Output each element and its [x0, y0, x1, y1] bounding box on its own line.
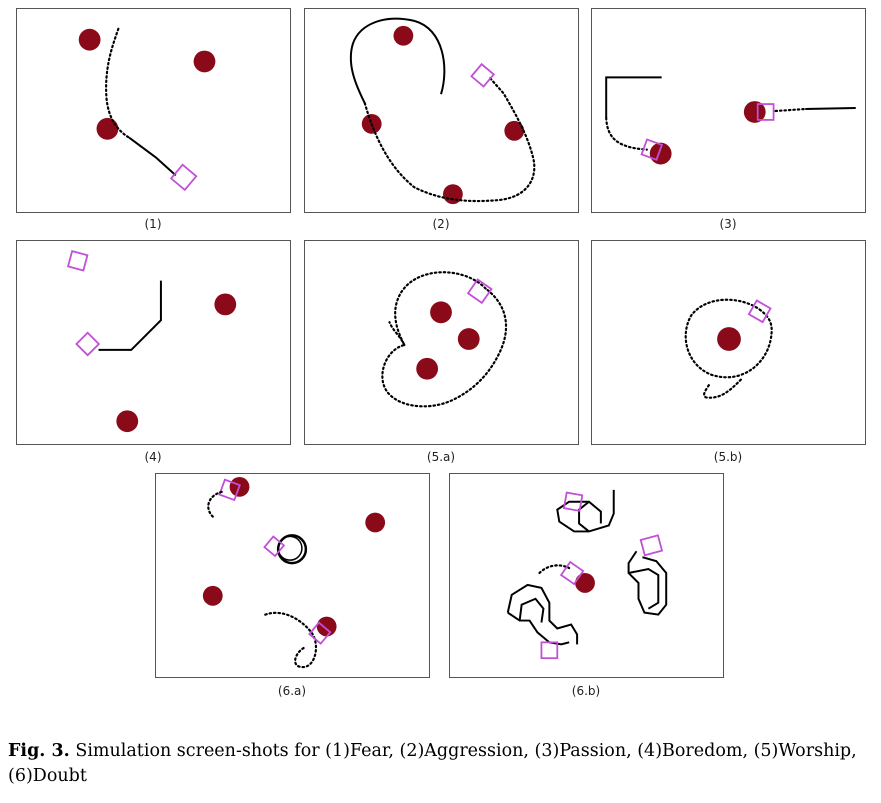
panel-4-boredom	[16, 240, 291, 445]
obstacle	[743, 101, 766, 123]
obstacle	[430, 301, 452, 324]
figure-caption: Fig. 3. Simulation screen-shots for (1)F…	[8, 739, 873, 789]
panel-label: (4)	[144, 450, 162, 464]
obstacle	[416, 357, 439, 380]
agent-trail	[264, 611, 317, 669]
agent-square	[308, 621, 332, 645]
panel-1-fear	[16, 8, 291, 213]
obstacle	[78, 28, 101, 51]
obstacle	[393, 25, 414, 46]
obstacle	[96, 117, 119, 140]
obstacle	[504, 120, 525, 141]
agent-square	[639, 534, 664, 557]
panel-label: (1)	[144, 217, 162, 231]
agent-trail	[277, 535, 303, 561]
agent-trail	[98, 280, 162, 351]
obstacle	[365, 512, 386, 533]
panel-label: (6.a)	[277, 684, 307, 698]
agent-trail	[628, 568, 660, 610]
agent-trail	[556, 489, 615, 533]
agent-square	[466, 278, 493, 305]
panel-label: (2)	[432, 217, 450, 231]
agent-square	[559, 560, 585, 586]
agent-trail	[518, 597, 545, 623]
agent-trail	[349, 17, 446, 104]
panel-5b-worship	[591, 240, 866, 445]
agent-trail	[506, 583, 579, 645]
panel-label: (6.b)	[571, 684, 601, 698]
agent-trail	[507, 611, 570, 646]
agent-square	[747, 299, 772, 324]
obstacle	[214, 293, 237, 316]
agent-trail	[363, 75, 536, 203]
agent-trail	[128, 136, 177, 177]
agent-square	[218, 478, 241, 502]
obstacle	[202, 585, 223, 606]
agent-trail	[105, 27, 131, 139]
panel-5a-worship	[304, 240, 579, 445]
agent-trail	[605, 76, 662, 118]
obstacle	[193, 50, 216, 73]
agent-trail	[684, 298, 773, 379]
panel-6b-doubt	[449, 473, 724, 678]
agent-square	[66, 250, 89, 272]
agent-square	[756, 103, 775, 121]
panel-6a-doubt	[155, 473, 430, 678]
agent-square	[169, 163, 198, 192]
obstacle	[116, 410, 139, 433]
obstacle	[316, 616, 337, 637]
agent-square	[540, 641, 559, 660]
obstacle	[575, 573, 595, 593]
agent-trail	[774, 107, 807, 113]
agent-trail	[805, 107, 856, 111]
panel-label: (5.b)	[713, 450, 743, 464]
panel-3-passion	[591, 8, 866, 213]
agent-square	[640, 138, 664, 161]
agent-trail	[605, 116, 648, 151]
agent-trail	[388, 321, 406, 347]
agent-trail	[381, 271, 508, 408]
caption-text: Simulation screen-shots for (1)Fear, (2)…	[8, 741, 857, 786]
agent-trail	[578, 500, 590, 533]
agent-square	[562, 491, 584, 512]
panel-label: (3)	[719, 217, 737, 231]
agent-trail	[627, 550, 668, 616]
agent-trail	[703, 378, 742, 399]
obstacle	[717, 327, 741, 351]
obstacle	[457, 328, 480, 350]
figure-label: Fig. 3.	[8, 741, 70, 761]
agent-trail	[207, 490, 223, 519]
agent-square	[263, 535, 286, 558]
panel-2-aggression	[304, 8, 579, 213]
panel-label: (5.a)	[426, 450, 456, 464]
agent-square	[75, 331, 101, 357]
agent-square	[470, 62, 496, 88]
